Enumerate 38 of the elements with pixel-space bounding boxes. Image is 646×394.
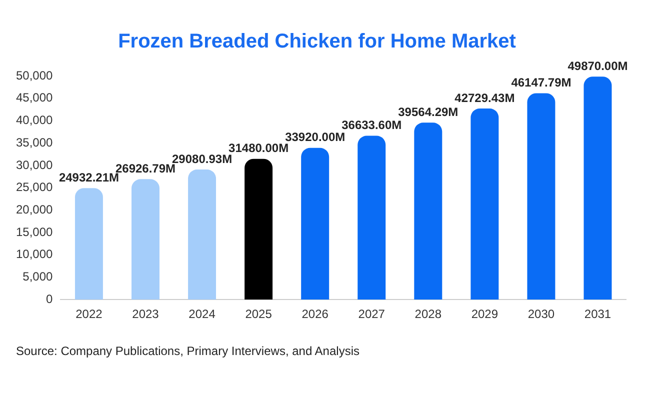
- bar: [527, 93, 556, 300]
- x-tick-label: 2025: [245, 307, 272, 322]
- y-tick-label: 15,000: [16, 224, 54, 239]
- y-tick-label: 45,000: [16, 90, 54, 105]
- bar: [74, 188, 103, 300]
- y-tick-label: 40,000: [16, 113, 54, 128]
- x-tick-label: 2029: [471, 307, 498, 322]
- y-tick-label: 35,000: [16, 135, 54, 150]
- y-tick-label: 50,000: [16, 68, 54, 82]
- x-tick-label: 2031: [584, 307, 612, 322]
- bar: [584, 76, 612, 300]
- bar: [244, 158, 273, 300]
- source-note: Source: Company Publications, Primary Interviews, and Analysis: [16, 344, 360, 358]
- y-tick-label: 0: [46, 292, 54, 306]
- x-tick-label: 2023: [132, 307, 160, 322]
- x-tick-label: 2027: [358, 307, 386, 322]
- data-label: 39564.29M: [398, 104, 458, 119]
- data-label: 49870.00M: [568, 58, 628, 73]
- x-tick-label: 2024: [188, 307, 216, 322]
- x-tick-label: 2022: [76, 307, 103, 322]
- y-tick-label: 10,000: [16, 247, 54, 262]
- data-label: 42729.43M: [454, 90, 515, 105]
- bar: [301, 148, 330, 300]
- x-tick-label: 2026: [302, 307, 329, 322]
- data-label: 36633.60M: [342, 118, 402, 132]
- x-tick-label: 2030: [528, 307, 555, 322]
- data-label: 46147.79M: [511, 76, 572, 90]
- x-tick-label: 2028: [414, 307, 442, 322]
- chart-title: Frozen Breaded Chicken for Home Market: [118, 30, 516, 53]
- y-tick-label: 20,000: [16, 202, 54, 216]
- bar: [188, 170, 216, 300]
- bar: [358, 136, 386, 300]
- bar: [132, 179, 160, 300]
- y-tick-label: 5,000: [22, 270, 54, 284]
- bar: [470, 108, 499, 300]
- bar: [414, 122, 442, 300]
- y-tick-label: 25,000: [16, 180, 54, 194]
- y-tick-label: 30,000: [16, 158, 54, 172]
